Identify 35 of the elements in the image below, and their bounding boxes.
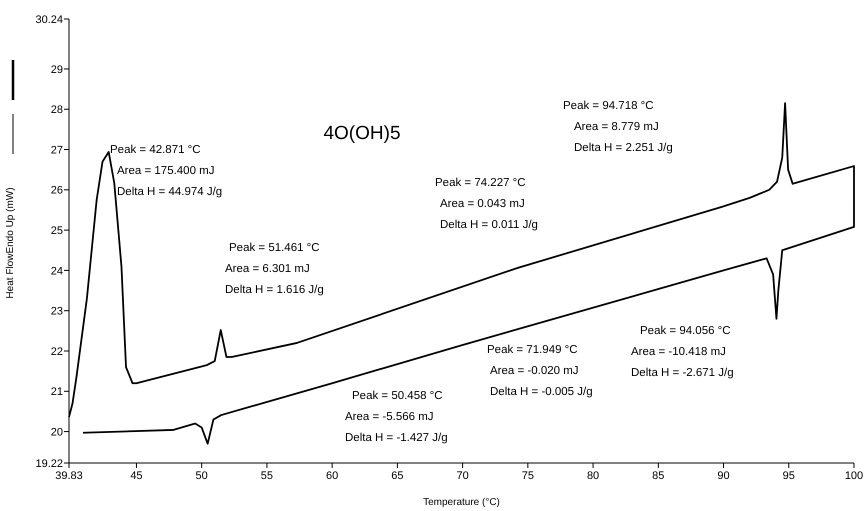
x-tick-label: 39.83	[55, 470, 83, 482]
y-tick-label: 19.22	[35, 458, 63, 470]
x-tick-label: 75	[522, 470, 534, 482]
y-tick-label: 28	[50, 104, 63, 116]
x-tick-label: 70	[456, 470, 469, 482]
y-tick-label: 23	[50, 306, 63, 318]
y-tick-label: 27	[50, 144, 63, 156]
x-tick-label: 90	[717, 470, 730, 482]
x-tick-label: 55	[260, 470, 274, 482]
x-tick-label: 45	[130, 470, 143, 482]
annotation: Peak = 74.227 °C Area = 0.043 mJ Delta H = 0.011 J/g	[435, 177, 538, 232]
x-tick-label: 85	[652, 470, 664, 482]
text: 4O(OH)5	[323, 123, 401, 144]
annotation: Peak = 51.461 °C Area = 6.301 mJ Delta H = 1.616 J/g	[225, 242, 324, 296]
annotation: Peak = 50.458 °C Area = -5.566 mJ Delta H = -1.427 J/g	[345, 390, 448, 444]
y-tick-label: 30.24	[35, 14, 63, 26]
x-tick-label: 60	[326, 470, 338, 482]
y-tick-label: 24	[50, 265, 63, 278]
x-axis-title: Temperature (°C)	[423, 497, 500, 508]
y-tick-label: 29	[50, 64, 63, 76]
y-tick-label: 21	[50, 386, 63, 398]
x-tick-label: 65	[391, 470, 404, 482]
y-axis-title: Heat FlowEndo Up (mW)	[5, 187, 16, 299]
x-tick-label: 100	[844, 470, 864, 482]
x-tick-label: 80	[586, 470, 600, 482]
y-tick-label: 22	[50, 346, 63, 358]
annotation: Peak = 94.718 °C Area = 8.779 mJ Delta H = 2.251 J/g	[563, 100, 673, 154]
annotation: Peak = 94.056 °C Area = -10.418 mJ Delta H = -2.671 J/g	[631, 325, 734, 380]
x-tick-label: 95	[782, 470, 795, 482]
annotation: Peak = 71.949 °C Area = -0.020 mJ Delta H = -0.005 J/g	[487, 344, 593, 398]
y-tick-label: 20	[50, 426, 63, 438]
x-tick-label: 50	[196, 470, 208, 482]
y-tick-label: 26	[50, 184, 63, 197]
annotation: Peak = 42.871 °C Area = 175.400 mJ Delta H = 44.974 J/g	[110, 144, 222, 198]
y-tick-label: 25	[50, 224, 63, 237]
